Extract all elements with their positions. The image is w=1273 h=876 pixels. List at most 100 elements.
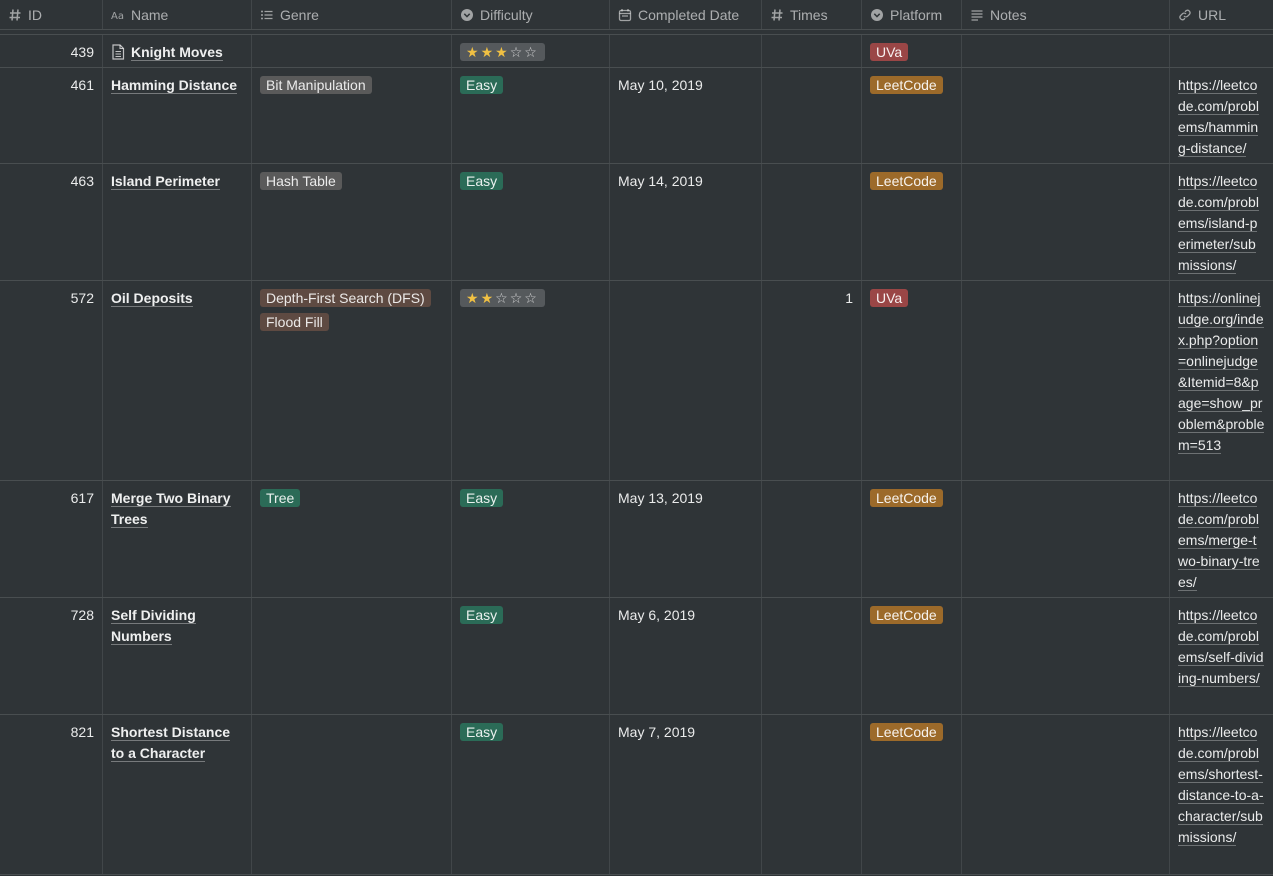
genre-tag[interactable]: Bit Manipulation — [260, 76, 372, 94]
table-row[interactable]: 463 Island Perimeter Hash Table Easy May 14,… — [0, 164, 1273, 281]
times-cell[interactable] — [762, 598, 862, 714]
notes-cell[interactable] — [962, 598, 1170, 714]
url-link[interactable]: https://leetcode.com/problems/shortest-d… — [1178, 724, 1264, 846]
url-link[interactable]: https://onlinejudge.org/index.php?option… — [1178, 290, 1265, 454]
platform-tag[interactable]: LeetCode — [870, 723, 943, 741]
times-cell[interactable] — [762, 715, 862, 874]
difficulty-cell[interactable]: Easy — [452, 68, 610, 163]
difficulty-cell[interactable]: Easy — [452, 715, 610, 874]
genre-tag[interactable]: Tree — [260, 489, 301, 507]
platform-tag[interactable]: UVa — [870, 43, 909, 61]
column-header-genre[interactable]: Genre — [252, 0, 452, 29]
id-cell[interactable]: 728 — [0, 598, 103, 714]
column-header-name[interactable]: Aa Name — [103, 0, 252, 29]
notes-cell[interactable] — [962, 481, 1170, 597]
platform-tag[interactable]: LeetCode — [870, 172, 943, 190]
table-row[interactable]: 821 Shortest Distance to a Character Easy M… — [0, 715, 1273, 875]
completed-date-cell[interactable]: May 6, 2019 — [610, 598, 762, 714]
platform-cell[interactable]: LeetCode — [862, 715, 962, 874]
url-cell[interactable] — [1170, 35, 1273, 67]
notes-cell[interactable] — [962, 715, 1170, 874]
difficulty-tag[interactable]: Easy — [460, 489, 504, 507]
platform-tag[interactable]: LeetCode — [870, 606, 943, 624]
platform-tag[interactable]: UVa — [870, 289, 909, 307]
problem-name-link[interactable]: Self Dividing Numbers — [111, 607, 196, 645]
name-cell[interactable]: Hamming Distance — [103, 68, 252, 163]
difficulty-cell[interactable]: Easy — [452, 598, 610, 714]
completed-date-cell[interactable]: May 14, 2019 — [610, 164, 762, 280]
difficulty-cell[interactable]: ★★★☆☆ — [452, 35, 610, 67]
url-cell[interactable]: https://onlinejudge.org/index.php?option… — [1170, 281, 1273, 480]
times-cell[interactable] — [762, 68, 862, 163]
name-cell[interactable]: Shortest Distance to a Character — [103, 715, 252, 874]
problem-name-link[interactable]: Shortest Distance to a Character — [111, 724, 231, 762]
times-cell[interactable] — [762, 35, 862, 67]
notes-cell[interactable] — [962, 281, 1170, 480]
column-header-notes[interactable]: Notes — [962, 0, 1170, 29]
genre-cell[interactable]: Depth-First Search (DFS) Flood Fill — [252, 281, 452, 480]
problem-name-link[interactable]: Hamming Distance — [111, 77, 238, 94]
notes-cell[interactable] — [962, 164, 1170, 280]
difficulty-tag[interactable]: Easy — [460, 76, 504, 94]
column-header-completed[interactable]: Completed Date — [610, 0, 762, 29]
platform-cell[interactable]: LeetCode — [862, 68, 962, 163]
genre-cell[interactable] — [252, 35, 452, 67]
column-header-difficulty[interactable]: Difficulty — [452, 0, 610, 29]
platform-cell[interactable]: UVa — [862, 35, 962, 67]
genre-cell[interactable] — [252, 715, 452, 874]
url-link[interactable]: https://leetcode.com/problems/hamming-di… — [1178, 77, 1259, 157]
problem-name-link[interactable]: Island Perimeter — [111, 173, 220, 190]
table-row[interactable]: 728 Self Dividing Numbers Easy May 6, 2019 L… — [0, 598, 1273, 715]
url-link[interactable]: https://leetcode.com/problems/self-divid… — [1178, 607, 1264, 687]
notes-cell[interactable] — [962, 68, 1170, 163]
table-row[interactable]: 439 Knight Moves ★★★☆☆ UVa — [0, 35, 1273, 68]
problem-name-link[interactable]: Knight Moves — [131, 44, 223, 61]
url-link[interactable]: https://leetcode.com/problems/island-per… — [1178, 173, 1259, 274]
platform-tag[interactable]: LeetCode — [870, 76, 943, 94]
star-rating[interactable]: ★★☆☆☆ — [460, 289, 545, 307]
url-cell[interactable]: https://leetcode.com/problems/shortest-d… — [1170, 715, 1273, 874]
genre-tag[interactable]: Hash Table — [260, 172, 342, 190]
platform-cell[interactable]: LeetCode — [862, 164, 962, 280]
difficulty-tag[interactable]: Easy — [460, 606, 504, 624]
problem-name-link[interactable]: Merge Two Binary Trees — [111, 490, 231, 528]
completed-date-cell[interactable] — [610, 281, 762, 480]
platform-cell[interactable]: LeetCode — [862, 481, 962, 597]
id-cell[interactable]: 461 — [0, 68, 103, 163]
id-cell[interactable]: 439 — [0, 35, 103, 67]
completed-date-cell[interactable]: May 13, 2019 — [610, 481, 762, 597]
difficulty-cell[interactable]: Easy — [452, 164, 610, 280]
url-link[interactable]: https://leetcode.com/problems/merge-two-… — [1178, 490, 1260, 591]
url-cell[interactable]: https://leetcode.com/problems/merge-two-… — [1170, 481, 1273, 597]
star-rating[interactable]: ★★★☆☆ — [460, 43, 545, 61]
id-cell[interactable]: 821 — [0, 715, 103, 874]
difficulty-cell[interactable]: ★★☆☆☆ — [452, 281, 610, 480]
name-cell[interactable]: Oil Deposits — [103, 281, 252, 480]
id-cell[interactable]: 572 — [0, 281, 103, 480]
genre-cell[interactable]: Hash Table — [252, 164, 452, 280]
genre-tag[interactable]: Flood Fill — [260, 313, 329, 331]
completed-date-cell[interactable] — [610, 35, 762, 67]
column-header-url[interactable]: URL — [1170, 0, 1273, 29]
name-cell[interactable]: Self Dividing Numbers — [103, 598, 252, 714]
url-cell[interactable]: https://leetcode.com/problems/hamming-di… — [1170, 68, 1273, 163]
table-row[interactable]: 461 Hamming Distance Bit Manipulation Easy M… — [0, 68, 1273, 164]
completed-date-cell[interactable]: May 10, 2019 — [610, 68, 762, 163]
name-cell[interactable]: Island Perimeter — [103, 164, 252, 280]
genre-cell[interactable]: Tree — [252, 481, 452, 597]
times-cell[interactable] — [762, 481, 862, 597]
table-row[interactable]: 617 Merge Two Binary Trees Tree Easy May 13,… — [0, 481, 1273, 598]
id-cell[interactable]: 617 — [0, 481, 103, 597]
table-row[interactable]: 572 Oil Deposits Depth-First Search (DFS) F… — [0, 281, 1273, 481]
times-cell[interactable]: 1 — [762, 281, 862, 480]
name-cell[interactable]: Merge Two Binary Trees — [103, 481, 252, 597]
times-cell[interactable] — [762, 164, 862, 280]
platform-cell[interactable]: UVa — [862, 281, 962, 480]
column-header-times[interactable]: Times — [762, 0, 862, 29]
difficulty-cell[interactable]: Easy — [452, 481, 610, 597]
url-cell[interactable]: https://leetcode.com/problems/self-divid… — [1170, 598, 1273, 714]
url-cell[interactable]: https://leetcode.com/problems/island-per… — [1170, 164, 1273, 280]
id-cell[interactable]: 463 — [0, 164, 103, 280]
notes-cell[interactable] — [962, 35, 1170, 67]
genre-cell[interactable]: Bit Manipulation — [252, 68, 452, 163]
